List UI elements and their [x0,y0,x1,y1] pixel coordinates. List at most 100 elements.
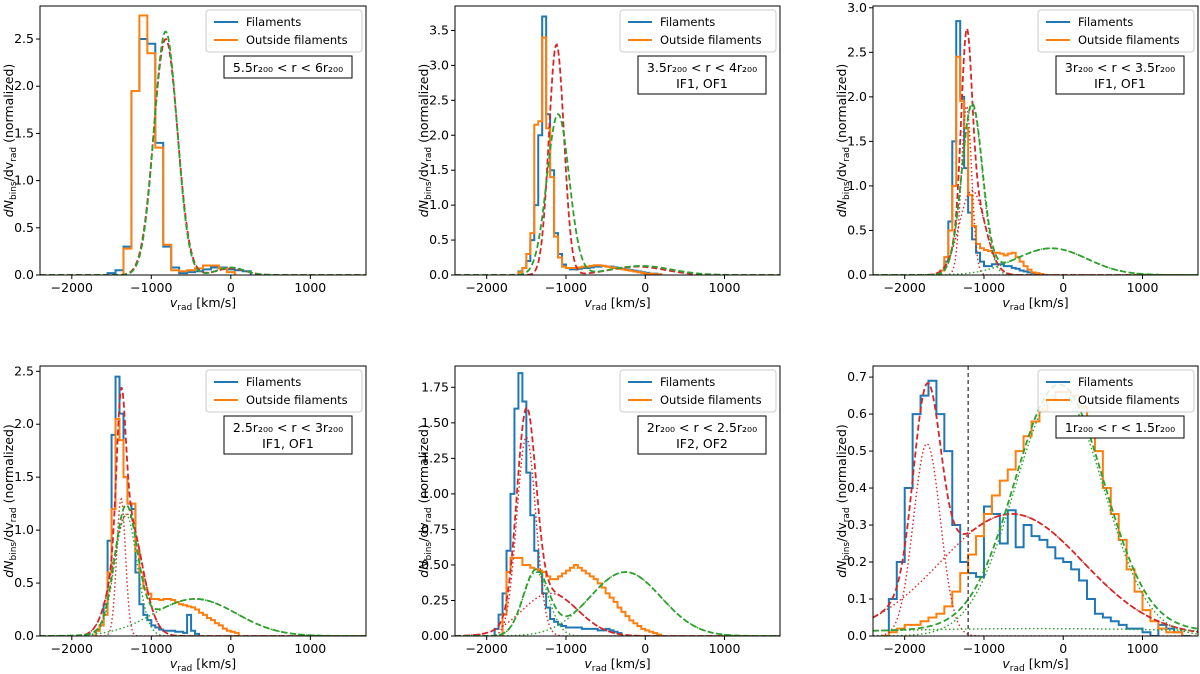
y-tick-label: 1.75 [421,379,449,394]
annotation-box [1055,55,1185,95]
y-tick-label: 1.25 [421,450,449,465]
annotation-line: 1r₂₀₀ < r < 1.5r₂₀₀ [1065,420,1175,435]
x-tick-label: 1000 [709,280,741,295]
y-tick-label: 0.50 [421,557,449,572]
y-tick-label: 2.0 [14,78,34,93]
y-tick-label: 0.6 [847,406,867,421]
x-axis-label: vrad [km/s] [1002,656,1068,674]
annotation-box [637,415,767,455]
y-tick-label: 0.4 [847,480,867,495]
axes-frame [454,365,781,637]
y-axis-label: dNbins/dvrad (normalized) [1,64,19,218]
axes-frame [872,5,1199,276]
legend-outside-label: Outside filaments [246,33,348,47]
y-tick-label: 0.0 [14,267,34,282]
axes-frame [39,5,367,276]
x-tick-label: 0 [641,280,649,295]
annotation-line: IF1, OF1 [676,76,728,91]
legend-outside-label: Outside filaments [1078,33,1180,47]
outside-filaments-fit-curve [873,383,1198,632]
annotation-line: IF1, OF1 [262,436,314,451]
legend: Filaments Outside filaments [1037,9,1195,53]
axes-frame [872,365,1199,637]
range-annotation: 1r₂₀₀ < r < 1.5r₂₀₀ [1055,415,1185,439]
y-tick-label: 2.5 [429,92,449,107]
outside-comp-2-curve [40,598,366,636]
filaments-comp-2-curve [873,189,1198,275]
outside-filaments-histogram [122,14,236,275]
outside-filaments-fit-curve [40,504,366,636]
plot-area [455,372,780,636]
y-tick-label: 2.5 [847,44,867,59]
y-tick-label: 1.5 [429,162,449,177]
annotation-line: 5.5r₂₀₀ < r < 6r₂₀₀ [233,60,343,75]
annotation-line: 2.5r₂₀₀ < r < 3r₂₀₀ [233,420,343,435]
y-tick-label: 1.5 [14,469,34,484]
filaments-comp-2-curve [40,513,366,636]
filaments-comp-2-curve [455,592,780,636]
x-tick-label: −2000 [51,280,93,295]
legend-filaments-label: Filaments [660,375,715,389]
x-axis-label: vrad [km/s] [170,656,236,674]
outside-comp-2-curve [873,247,1198,275]
outside-comp-1-curve [455,571,780,636]
x-axis-label: vrad [km/s] [170,295,236,313]
y-tick-label: 0.75 [421,521,449,536]
y-tick-label: 3.0 [847,0,867,15]
legend-box [1037,369,1195,413]
outside-filaments-histogram [517,36,663,275]
legend: Filaments Outside filaments [619,369,777,413]
annotation-line: 3.5r₂₀₀ < r < 4r₂₀₀ [647,60,757,75]
plot-area [873,366,1198,636]
y-tick-label: 1.0 [847,178,867,193]
legend-box [619,369,777,413]
y-tick-label: 0.0 [847,628,867,643]
legend-filaments-label: Filaments [246,15,301,29]
legend: Filaments Outside filaments [205,369,363,413]
y-tick-label: 1.0 [14,522,34,537]
legend-filaments-label: Filaments [1078,15,1133,29]
annotation-box [223,415,353,455]
y-tick-label: 0.00 [421,628,449,643]
x-tick-label: −2000 [884,280,926,295]
y-tick-label: 0.0 [847,267,867,282]
y-tick-label: 0.5 [847,222,867,237]
legend: Filaments Outside filaments [1037,369,1195,413]
annotation-box [223,55,353,79]
annotation-line: IF2, OF2 [676,436,728,451]
legend-outside-label: Outside filaments [660,33,762,47]
y-tick-label: 0.5 [847,443,867,458]
y-tick-label: 0.5 [429,232,449,247]
axes-frame [39,365,367,637]
x-axis-label: vrad [km/s] [1002,295,1068,313]
y-tick-label: 1.00 [421,486,449,501]
panel-2: −2000 −1000 0 1000 0.0 0.5 1.0 1.5 2.0 2.5 3.0 3.5 v… [416,5,781,313]
x-axis-label: vrad [km/s] [584,295,650,313]
x-tick-label: 0 [641,641,649,656]
panel-3: −2000 −1000 0 1000 0.0 0.5 1.0 1.5 2.0 2.5 3.0 vrad… [834,0,1199,313]
filaments-fit-curve [40,38,366,275]
annotation-line: 2r₂₀₀ < r < 2.5r₂₀₀ [647,420,757,435]
annotation-line: 3r₂₀₀ < r < 3.5r₂₀₀ [1065,60,1175,75]
y-tick-label: 0.0 [429,267,449,282]
y-tick-label: 0.2 [847,554,867,569]
outside-comp-1-curve [873,105,1198,275]
x-tick-label: −2000 [51,641,93,656]
y-tick-label: 0.7 [847,369,867,384]
axes-frame [454,5,781,276]
y-tick-label: 1.5 [847,133,867,148]
outside-filaments-fit-curve [455,113,780,275]
legend: Filaments Outside filaments [619,9,777,53]
y-tick-label: 0.5 [14,220,34,235]
y-axis-label: dNbins/dvrad (normalized) [1,424,19,578]
y-axis-label: dNbins/dvrad (normalized) [416,64,434,218]
x-tick-label: 0 [227,280,235,295]
panel-1: −2000 −1000 0 1000 0.0 0.5 1.0 1.5 2.0 2.5 vrad [k… [1,5,367,313]
y-tick-label: 2.0 [847,89,867,104]
filaments-histogram [880,379,1191,636]
plot-area [40,14,366,275]
x-tick-label: 1000 [709,641,741,656]
x-tick-label: −1000 [130,641,172,656]
